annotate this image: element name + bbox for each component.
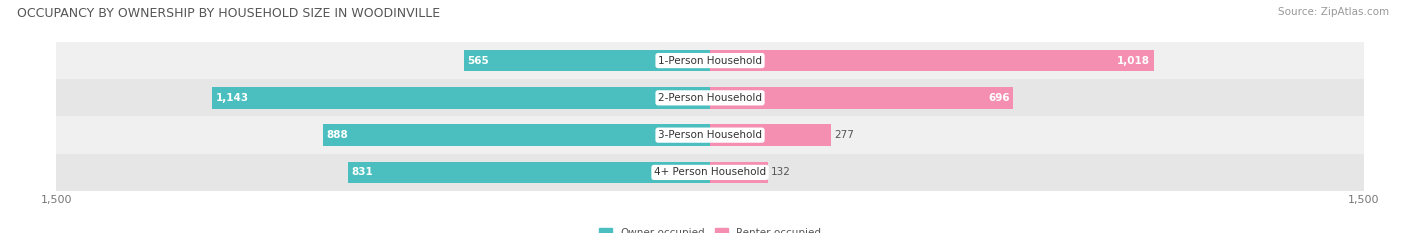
Text: 2-Person Household: 2-Person Household — [658, 93, 762, 103]
Text: 831: 831 — [352, 168, 373, 177]
Bar — [56, 42, 1364, 79]
Bar — [710, 124, 831, 146]
Text: 1,143: 1,143 — [215, 93, 249, 103]
Bar — [347, 162, 710, 183]
Legend: Owner-occupied, Renter-occupied: Owner-occupied, Renter-occupied — [595, 224, 825, 233]
Text: 696: 696 — [988, 93, 1010, 103]
Bar — [464, 50, 710, 71]
Text: 888: 888 — [326, 130, 349, 140]
Bar — [56, 116, 1364, 154]
Bar — [710, 87, 1014, 109]
Bar — [710, 162, 768, 183]
Text: 4+ Person Household: 4+ Person Household — [654, 168, 766, 177]
Text: 1-Person Household: 1-Person Household — [658, 56, 762, 65]
Bar — [710, 50, 1154, 71]
Text: 277: 277 — [834, 130, 853, 140]
Bar — [323, 124, 710, 146]
Bar — [56, 79, 1364, 116]
Text: 132: 132 — [770, 168, 792, 177]
Bar — [56, 154, 1364, 191]
Text: 3-Person Household: 3-Person Household — [658, 130, 762, 140]
Bar — [212, 87, 710, 109]
Text: Source: ZipAtlas.com: Source: ZipAtlas.com — [1278, 7, 1389, 17]
Text: 565: 565 — [467, 56, 489, 65]
Text: OCCUPANCY BY OWNERSHIP BY HOUSEHOLD SIZE IN WOODINVILLE: OCCUPANCY BY OWNERSHIP BY HOUSEHOLD SIZE… — [17, 7, 440, 20]
Text: 1,018: 1,018 — [1118, 56, 1150, 65]
